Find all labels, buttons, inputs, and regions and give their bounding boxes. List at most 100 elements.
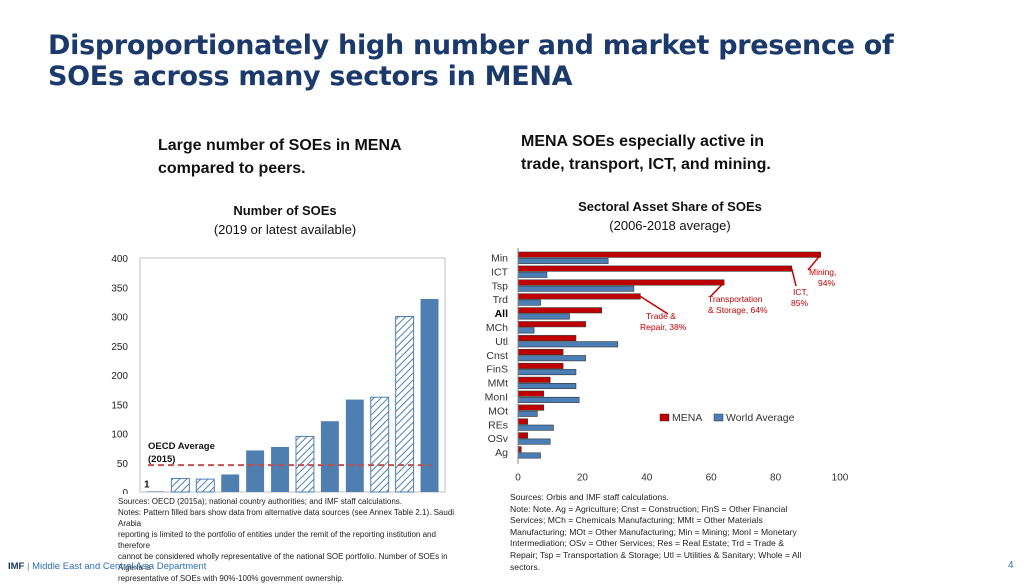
bar-world-osv (517, 438, 551, 445)
annotation-ict-value: 85% (791, 298, 808, 308)
wbg-value-label: 1 (144, 479, 150, 490)
bar-world-trd (517, 299, 541, 306)
bar-world-mch (517, 327, 535, 334)
y-tick-label: 50 (117, 459, 129, 470)
right-chart-sources: Sources: Orbis and IMF staff calculation… (510, 492, 830, 573)
bar-wbg (146, 491, 165, 492)
bar-world-fins (517, 369, 577, 376)
right-source-line: Note: Note. Ag = Agriculture; Cnst = Con… (510, 503, 788, 514)
y-category-label: MMt (488, 378, 508, 390)
y-category-label: Utl (495, 336, 508, 348)
footer-separator: | (24, 561, 33, 572)
bar-world-ict (517, 271, 548, 278)
y-category-label: OSv (488, 433, 509, 445)
y-category-label: FinS (486, 364, 508, 376)
annotation-leader-line (709, 281, 725, 298)
annotation-transport: Transportation (708, 294, 763, 304)
bar-sau (170, 478, 190, 493)
y-category-label: MCh (486, 322, 508, 334)
y-tick-label: 150 (111, 400, 128, 411)
y-category-label: All (495, 308, 509, 320)
plot-frame (139, 257, 446, 493)
oecd-average-label: OECD Average (148, 441, 215, 452)
bar-mrt (345, 399, 364, 492)
bar-pak (320, 421, 339, 492)
bar-egy (395, 316, 415, 493)
left-source-line: cannot be considered wholly representati… (118, 552, 448, 572)
bar-dza (420, 298, 439, 492)
bar-mena-mch (517, 321, 586, 328)
left-heading-line2: compared to peers. (158, 160, 306, 177)
legend-label-world: World Average (726, 412, 795, 424)
footer-department: Middle East and Central Asia Department (32, 561, 207, 572)
sector-share-chart-panel: Min ICT Tsp Trd All MCh Utl Cnst FinS MMt MonI MOt R… (478, 240, 860, 490)
bar-mena-res (517, 418, 528, 425)
bar-irq (370, 396, 390, 493)
bar-mena-all (517, 307, 603, 314)
bar-mena-min (517, 251, 821, 258)
bar-mena-cnst (517, 349, 564, 356)
page-number: 4 (1008, 560, 1014, 571)
y-tick-label: 200 (111, 371, 128, 382)
right-source-line: sectors. (510, 561, 541, 572)
y-tick-label: 300 (111, 313, 128, 324)
left-source-line: reporting is limited to the portfolio of… (118, 530, 436, 550)
x-tick-label: 80 (770, 473, 782, 484)
bar-world-all (517, 313, 570, 320)
slide-title: Disproportionately high number and marke… (48, 30, 1008, 92)
bar-mena-utl (517, 335, 577, 342)
slide-title-line2: SOEs across many sectors in MENA (48, 61, 573, 92)
y-category-label: Tsp (492, 280, 509, 292)
left-source-line: representative of SOEs with 90%-100% gov… (118, 574, 344, 583)
y-category-label: REs (488, 419, 508, 431)
right-source-line: Intermediation; OSv = Other Services; Re… (510, 538, 784, 549)
slide-title-line1: Disproportionately high number and marke… (48, 30, 894, 61)
right-source-line: Repair; Tsp = Transportation & Storage; … (510, 549, 802, 560)
annotation-leader-line (790, 268, 797, 287)
y-category-label: MonI (485, 392, 508, 404)
right-source-line: Sources: Orbis and IMF staff calculation… (510, 492, 669, 502)
y-tick-label: 250 (111, 342, 128, 353)
bar-world-moni (517, 396, 580, 403)
left-source-line: Notes: Pattern filled bars show data fro… (118, 508, 455, 528)
x-tick-label: 40 (641, 473, 653, 484)
x-tick-label: 0 (515, 473, 521, 484)
right-chart-title: Sectoral Asset Share of SOEs (2006-2018 … (555, 197, 785, 235)
bar-mena-ict (517, 265, 793, 272)
footer: IMF | Middle East and Central Asia Depar… (8, 561, 206, 572)
legend-swatch-mena (659, 413, 670, 422)
x-tick-label: 20 (577, 473, 589, 484)
annotation-mining-value: 94% (818, 278, 835, 288)
left-heading: Large number of SOEs in MENA compared to… (158, 134, 402, 180)
bar-mena-osv (517, 432, 528, 439)
bar-lbn (195, 478, 215, 493)
bar-world-utl (517, 341, 619, 348)
annotation-transport-value: & Storage, 64% (708, 305, 768, 315)
annotation-ict: ICT, (793, 287, 808, 297)
footer-org: IMF (8, 561, 25, 572)
x-tick-label: 100 (832, 473, 849, 484)
annotation-mining: Mining, (809, 267, 836, 277)
left-chart-title: Number of SOEs (2019 or latest available… (185, 201, 385, 239)
y-category-label: Min (491, 253, 508, 265)
bar-mena-tsp (517, 279, 725, 286)
y-tick-label: 100 (111, 430, 128, 441)
chart-legend: MENA World Average (659, 412, 795, 424)
right-source-line: Manufacturing; MOt = Other Manufacturing… (510, 526, 797, 537)
right-chart-subtitle: (2006-2018 average) (609, 218, 731, 233)
left-chart-title-main: Number of SOEs (233, 203, 337, 218)
y-tick-label: 350 (111, 283, 128, 294)
bar-jor (221, 474, 240, 492)
right-source-line: Services; MCh = Chemicals Manufacturing;… (510, 515, 763, 526)
bar-mena-moni (517, 390, 545, 397)
bar-world-cnst (517, 355, 586, 362)
legend-swatch-world (713, 413, 724, 422)
oecd-average-year: (2015) (148, 454, 175, 465)
bar-mena-mmt (517, 376, 551, 383)
right-heading-line2: trade, transport, ICT, and mining. (521, 156, 771, 173)
bar-world-mot (517, 410, 538, 417)
y-tick-label: 400 (111, 254, 128, 265)
